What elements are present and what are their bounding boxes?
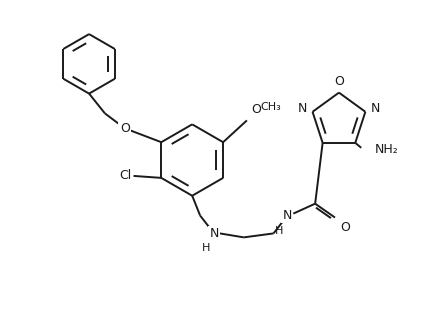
Text: N: N	[210, 227, 219, 240]
Text: H: H	[202, 243, 210, 253]
Text: O: O	[340, 220, 350, 234]
Text: CH₃: CH₃	[261, 102, 282, 113]
Text: H: H	[275, 226, 284, 237]
Text: NH₂: NH₂	[375, 143, 399, 156]
Text: N: N	[283, 209, 292, 222]
Text: N: N	[298, 102, 308, 115]
Text: O: O	[251, 103, 261, 116]
Text: Cl: Cl	[120, 169, 132, 182]
Text: O: O	[334, 75, 344, 88]
Text: N: N	[370, 102, 380, 115]
Text: O: O	[120, 122, 130, 135]
